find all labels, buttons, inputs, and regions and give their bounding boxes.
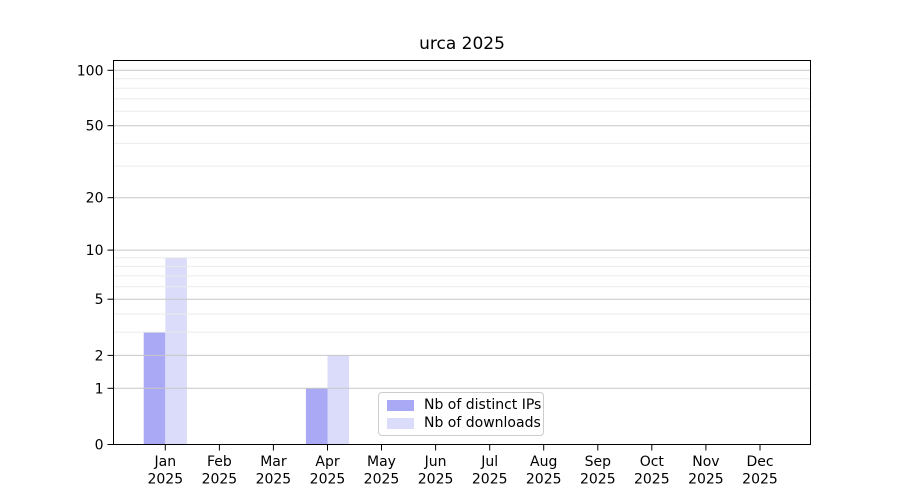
x-tick-label-aug: Aug 2025 — [526, 454, 562, 488]
legend-swatch-downloads — [387, 417, 414, 429]
x-tick-label-feb: Feb 2025 — [202, 454, 238, 488]
x-tick-label-nov: Nov 2025 — [688, 454, 724, 488]
legend: Nb of distinct IPs Nb of downloads — [378, 392, 544, 436]
legend-label-downloads: Nb of downloads — [424, 415, 541, 431]
x-tick-label-apr: Apr 2025 — [310, 454, 346, 488]
x-tick-label-may: May 2025 — [364, 454, 400, 488]
legend-label-distinct-ips: Nb of distinct IPs — [424, 397, 542, 413]
axes-spines — [113, 60, 811, 445]
x-tick-label-dec: Dec 2025 — [742, 454, 778, 488]
chart-title: urca 2025 — [419, 34, 505, 54]
x-tick-label-jun: Jun 2025 — [418, 454, 454, 488]
x-tick-label-jul: Jul 2025 — [472, 454, 508, 488]
legend-item-downloads: Nb of downloads — [387, 414, 543, 432]
y-tick-label: 0 — [95, 438, 104, 454]
bar-distinct-ips-apr — [305, 388, 328, 445]
y-tick-label: 10 — [86, 243, 104, 259]
legend-swatch-distinct-ips — [387, 399, 414, 411]
x-tick-label-jan: Jan 2025 — [147, 454, 183, 488]
bar-downloads-jan — [165, 257, 187, 445]
x-tick-label-mar: Mar 2025 — [256, 454, 292, 488]
y-tick-label: 100 — [77, 63, 104, 79]
y-tick-label: 5 — [95, 292, 104, 308]
x-tick-label-sep: Sep 2025 — [580, 454, 616, 488]
legend-item-distinct-ips: Nb of distinct IPs — [387, 396, 543, 414]
y-tick-label: 50 — [86, 119, 104, 135]
y-tick-label: 1 — [95, 381, 104, 397]
bar-downloads-apr — [327, 355, 350, 445]
y-tick-label: 2 — [95, 348, 104, 364]
x-tick-label-oct: Oct 2025 — [634, 454, 670, 488]
y-tick-label: 20 — [86, 191, 104, 207]
